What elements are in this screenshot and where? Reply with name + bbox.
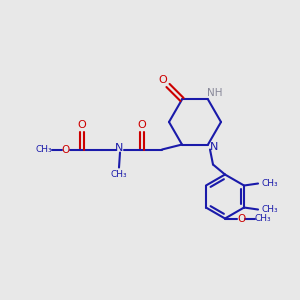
Text: O: O [237,214,245,224]
Text: CH₃: CH₃ [255,214,271,223]
Text: O: O [78,119,86,130]
Text: CH₃: CH₃ [262,179,278,188]
Text: O: O [138,119,146,130]
Text: N: N [115,142,123,152]
Text: CH₃: CH₃ [111,170,127,179]
Text: CH₃: CH₃ [262,205,278,214]
Text: N: N [210,142,218,152]
Text: O: O [159,76,167,85]
Text: NH: NH [207,88,223,98]
Text: O: O [62,145,70,154]
Text: CH₃: CH₃ [36,145,52,154]
